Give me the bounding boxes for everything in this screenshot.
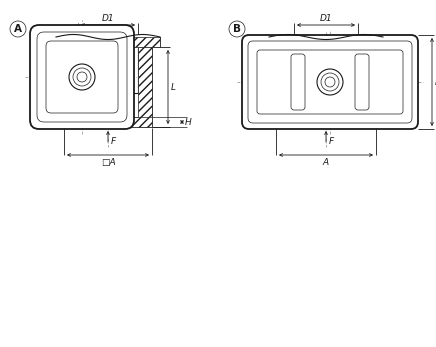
Text: H: H — [185, 118, 192, 127]
FancyBboxPatch shape — [30, 25, 134, 129]
FancyBboxPatch shape — [46, 41, 118, 113]
Text: F: F — [111, 136, 116, 145]
Text: A: A — [14, 24, 22, 34]
Text: D1: D1 — [320, 14, 332, 23]
Polygon shape — [341, 92, 358, 117]
FancyBboxPatch shape — [242, 35, 418, 129]
FancyBboxPatch shape — [355, 54, 369, 110]
Polygon shape — [294, 92, 311, 117]
Text: D1: D1 — [102, 14, 114, 23]
FancyBboxPatch shape — [291, 54, 305, 110]
FancyBboxPatch shape — [248, 41, 412, 123]
Text: L1: L1 — [32, 83, 43, 92]
Text: B: B — [435, 77, 436, 86]
FancyBboxPatch shape — [37, 32, 127, 122]
Text: L: L — [395, 83, 400, 92]
Polygon shape — [276, 47, 294, 117]
Text: L1: L1 — [244, 83, 255, 92]
Text: □A: □A — [101, 158, 115, 167]
Text: B: B — [233, 24, 241, 34]
Polygon shape — [64, 47, 78, 127]
Text: L: L — [171, 83, 176, 92]
Polygon shape — [276, 117, 376, 127]
Polygon shape — [138, 47, 152, 127]
Polygon shape — [358, 47, 376, 117]
Text: A: A — [323, 158, 329, 167]
Polygon shape — [269, 37, 383, 47]
Text: H: H — [409, 118, 416, 127]
FancyBboxPatch shape — [257, 50, 403, 114]
Polygon shape — [56, 37, 160, 47]
Text: F: F — [329, 136, 334, 145]
Polygon shape — [64, 117, 152, 127]
